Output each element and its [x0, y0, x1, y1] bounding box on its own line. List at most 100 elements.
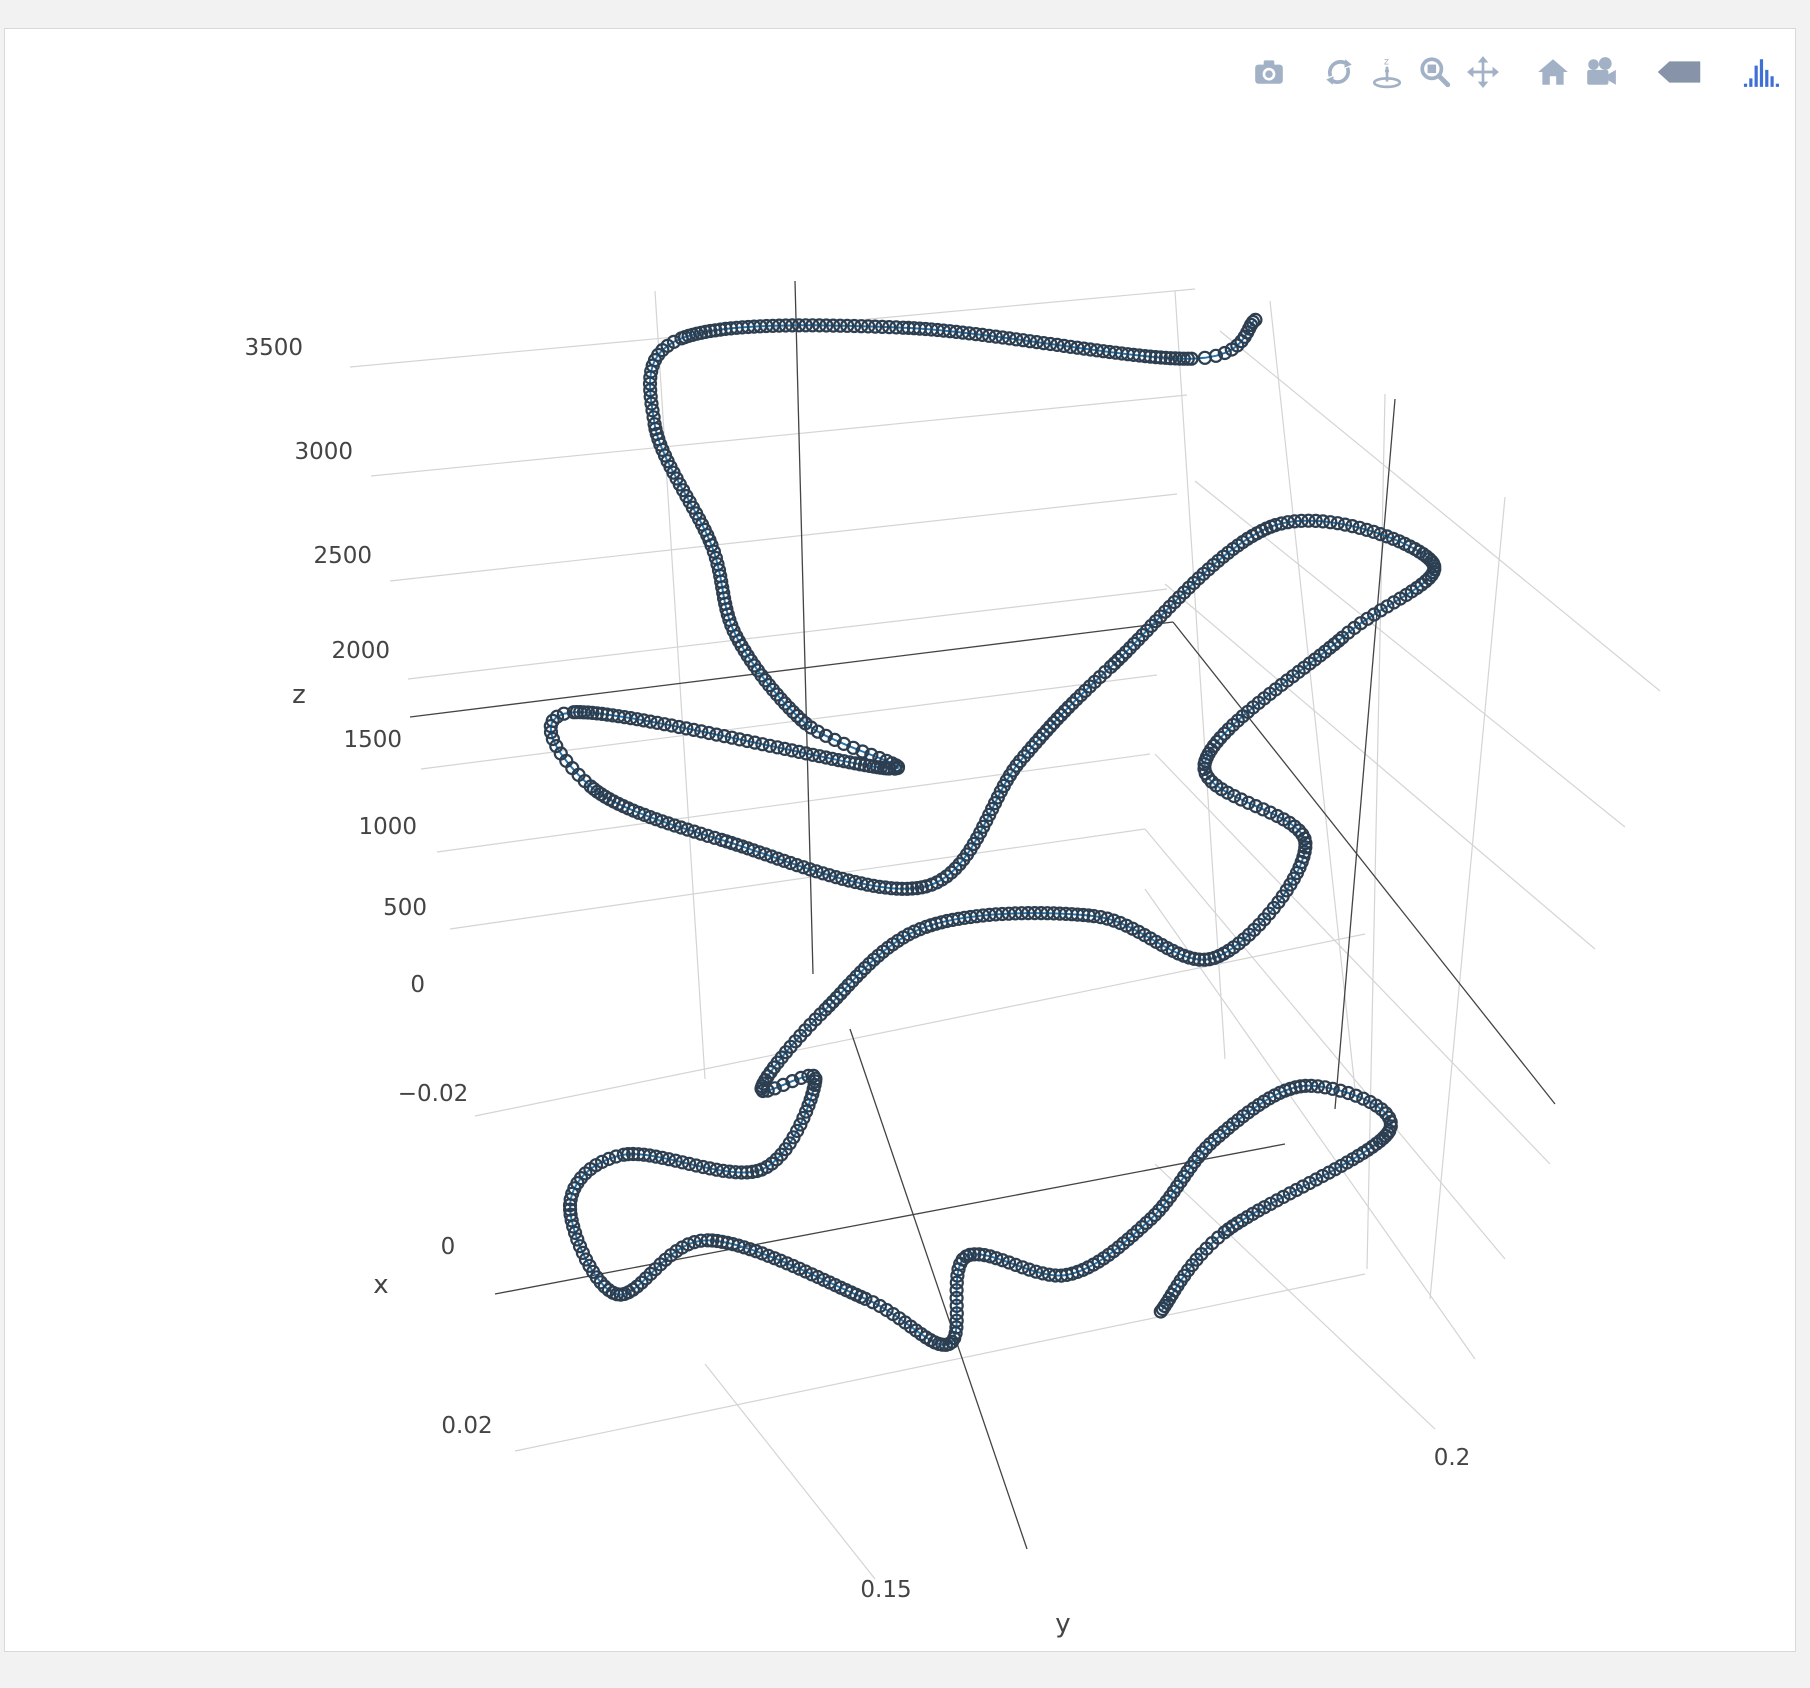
- data-point-marker: [1366, 524, 1381, 539]
- data-point-marker: [760, 1083, 775, 1098]
- data-point-marker: [829, 990, 844, 1005]
- data-point-marker: [1103, 659, 1118, 675]
- data-point-marker: [894, 881, 910, 896]
- hover-tag-icon[interactable]: [1649, 50, 1709, 94]
- data-point-marker: [825, 751, 840, 766]
- data-point-marker: [1069, 692, 1084, 707]
- y-gridline: [1144, 828, 1506, 1260]
- data-point-marker: [1176, 351, 1191, 366]
- data-point-marker: [1197, 757, 1212, 772]
- data-point-marker: [841, 873, 856, 888]
- data-point-marker: [949, 1313, 964, 1328]
- data-point-marker: [967, 1247, 982, 1262]
- zoom-icon[interactable]: [1413, 50, 1457, 94]
- data-point-marker: [1061, 700, 1076, 715]
- data-point-marker: [1119, 918, 1134, 933]
- scene-3d[interactable]: 3500 3000 2500 2000 1500 1000 500 0 z −0…: [5, 29, 1795, 1651]
- data-point-marker: [1110, 652, 1126, 668]
- data-point-marker: [790, 708, 805, 724]
- data-point-marker: [1130, 1224, 1145, 1239]
- axis-lines: [409, 280, 1556, 1550]
- x-axis-line: [494, 1143, 1286, 1295]
- data-point-marker: [746, 843, 761, 858]
- data-point-marker: [562, 1198, 578, 1213]
- data-point-marker: [717, 728, 732, 744]
- data-point-marker: [643, 714, 658, 729]
- data-point-marker: [1255, 802, 1271, 817]
- data-point-marker: [773, 1253, 788, 1268]
- turntable-icon[interactable]: z: [1365, 50, 1409, 94]
- y-tick-label: 0.2: [1434, 1445, 1471, 1471]
- data-point-marker: [1036, 336, 1051, 351]
- data-point-marker: [810, 724, 826, 739]
- data-point-marker: [770, 851, 785, 866]
- data-point-marker: [740, 733, 755, 749]
- data-point-marker: [1248, 798, 1263, 814]
- z-tick-label: 1000: [358, 814, 417, 840]
- data-point-marker: [777, 696, 793, 711]
- data-point-marker: [1056, 338, 1072, 353]
- orbit-rotate-icon[interactable]: [1317, 50, 1361, 94]
- data-point-marker: [661, 816, 676, 831]
- data-point-marker: [679, 721, 694, 736]
- data-point-marker: [1131, 632, 1146, 647]
- home-icon[interactable]: [1531, 50, 1575, 94]
- data-point-marker: [1356, 1091, 1371, 1106]
- data-point-marker: [840, 318, 855, 333]
- data-point-marker: [1330, 516, 1345, 531]
- data-point-marker: [846, 740, 861, 755]
- data-point-marker: [1063, 339, 1078, 354]
- data-point-marker: [715, 1163, 731, 1178]
- data-point-marker: [570, 1232, 585, 1247]
- x-tick-label: −0.02: [398, 1081, 468, 1107]
- data-point-marker: [1122, 640, 1138, 656]
- plot-area[interactable]: z: [4, 28, 1796, 1652]
- data-point-marker: [791, 744, 807, 760]
- data-point-marker: [975, 327, 990, 342]
- data-point-marker: [732, 732, 747, 747]
- data-point-marker: [776, 853, 792, 868]
- data-point-marker: [682, 1156, 697, 1172]
- pan-icon[interactable]: [1461, 50, 1505, 94]
- data-point-marker: [700, 1233, 715, 1248]
- data-point-marker: [1139, 1215, 1154, 1231]
- data-point-marker: [693, 826, 709, 841]
- data-point-marker: [988, 329, 1003, 344]
- x-axis-title: x: [373, 1270, 388, 1300]
- data-point-marker: [601, 1151, 617, 1167]
- data-point-marker: [849, 969, 864, 984]
- x-tick-label: 0.02: [441, 1413, 492, 1439]
- camera-icon[interactable]: [1247, 50, 1291, 94]
- data-point-marker: [777, 741, 792, 757]
- data-point-marker: [818, 750, 834, 765]
- data-point-marker: [1241, 795, 1256, 810]
- camera-last-save-icon[interactable]: [1579, 50, 1623, 94]
- data-point-marker: [803, 720, 819, 735]
- data-point-marker: [645, 403, 660, 418]
- data-point-marker: [791, 318, 807, 333]
- data-point-marker: [718, 321, 733, 336]
- data-point-marker: [854, 319, 869, 334]
- data-point-marker: [589, 706, 605, 721]
- data-point-marker: [1203, 1136, 1218, 1151]
- plotly-logo-icon[interactable]: [1735, 50, 1789, 94]
- data-point-marker: [1198, 1140, 1214, 1156]
- data-point-marker: [1217, 345, 1232, 361]
- z-gridline: [407, 588, 1168, 680]
- data-point-marker: [1001, 1255, 1017, 1270]
- data-point-marker: [905, 881, 920, 896]
- y-gridline: [1194, 480, 1626, 828]
- data-point-marker: [857, 960, 873, 976]
- data-point-marker: [802, 862, 818, 877]
- data-point-marker: [1294, 513, 1309, 528]
- data-point-marker: [680, 822, 695, 837]
- y-axis-line: [849, 1028, 1028, 1550]
- data-point-marker: [1083, 342, 1098, 357]
- y-gridline: [1164, 583, 1596, 950]
- data-point-marker: [1042, 719, 1058, 734]
- data-point-marker: [1227, 788, 1242, 804]
- data-point-marker: [955, 1252, 970, 1267]
- data-point-marker: [1217, 726, 1232, 741]
- data-point-marker: [616, 1147, 631, 1162]
- data-point-marker: [875, 319, 890, 334]
